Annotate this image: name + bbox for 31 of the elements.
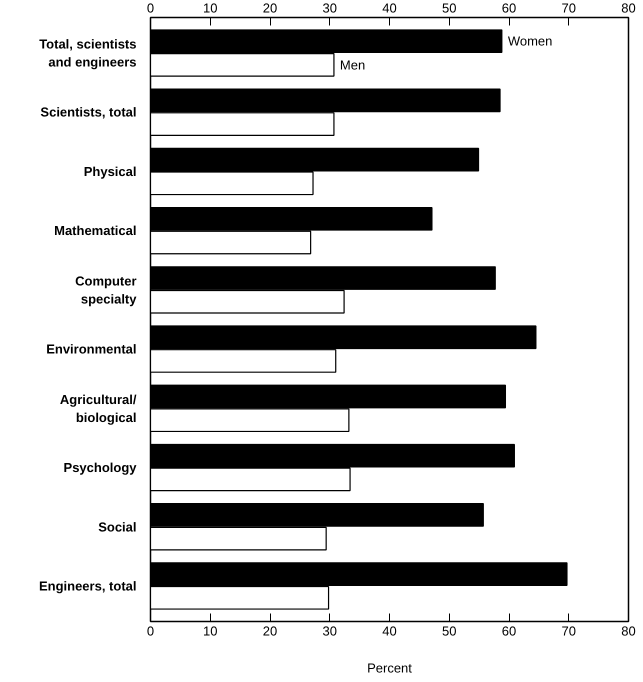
x-tick-label: 50: [442, 0, 456, 16]
y-tick-label: Psychology: [64, 460, 138, 476]
y-tick-label: Scientists, total: [40, 104, 136, 120]
x-tick-label: 70: [562, 0, 576, 16]
y-tick-label: Mathematical: [54, 223, 137, 238]
x2-tick-label: 10: [203, 624, 218, 638]
series-label: Men: [340, 57, 366, 72]
x-tick-label: 0: [146, 0, 154, 16]
y-tick-label: Environmental: [46, 342, 136, 357]
x-tick-label: 30: [322, 0, 337, 16]
x-tick-label: 20: [262, 0, 278, 16]
x-tick-label: 60: [502, 0, 516, 16]
y-tick-label: Social: [98, 519, 136, 534]
x2-tick-label: 30: [322, 624, 337, 638]
y-tick-label: Physical: [84, 164, 137, 179]
y-tick-label: Computer specialty: [75, 273, 138, 306]
x2-tick-label: 0: [146, 624, 154, 638]
y-tick-label: Total, scientists and engineers: [39, 36, 137, 70]
y-tick-label: Agricultural/ biological: [60, 392, 137, 425]
x-tick-label: 40: [382, 0, 397, 16]
y-tick-label: Engineers, total: [38, 578, 137, 594]
x-tick-label: 80: [621, 0, 636, 16]
x2-tick-label: 60: [502, 624, 516, 638]
x-tick-label: 10: [203, 0, 218, 16]
x2-tick-label: 80: [621, 624, 636, 638]
x2-tick-label: 20: [262, 624, 278, 638]
x2-tick-label: 40: [382, 624, 397, 638]
x2-tick-label: 70: [562, 624, 576, 638]
legend-label: Women: [508, 34, 552, 49]
x2-tick-label: 50: [442, 624, 456, 638]
x-axis-title: Percent: [367, 660, 412, 676]
